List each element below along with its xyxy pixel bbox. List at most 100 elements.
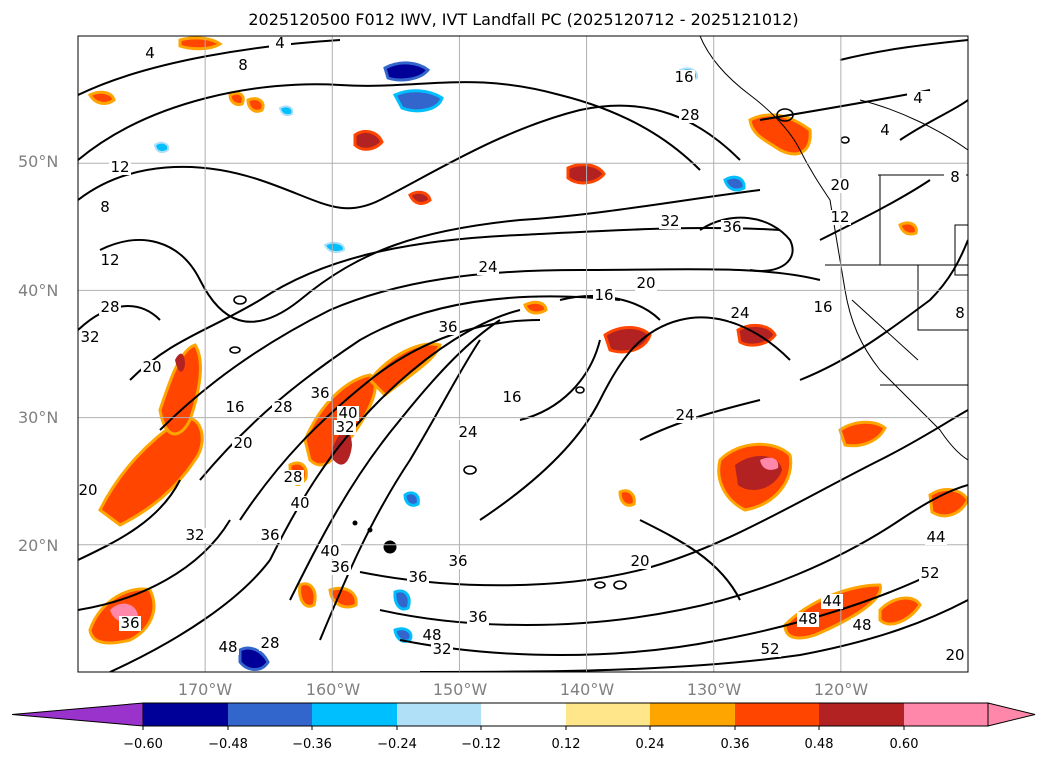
colorbar-tick-label: 0.60 bbox=[889, 737, 919, 752]
contour-label: 16 bbox=[813, 298, 832, 316]
contour-label: 12 bbox=[830, 208, 849, 226]
contour-label-bg bbox=[919, 566, 941, 581]
colorbar-tick-label: −0.48 bbox=[208, 737, 248, 752]
coastlines bbox=[352, 36, 968, 554]
negative-anomaly-regions bbox=[153, 61, 746, 671]
contour-label: 32 bbox=[80, 328, 99, 346]
contour-label: 36 bbox=[448, 552, 467, 570]
colorbar-bin bbox=[397, 703, 481, 726]
contour-label-bg bbox=[79, 330, 101, 345]
contour-label: 16 bbox=[225, 398, 244, 416]
positive-anomaly-regions bbox=[87, 36, 968, 645]
contour-label: 16 bbox=[594, 286, 613, 304]
contour-label-bg bbox=[635, 276, 657, 291]
contour-label: 28 bbox=[283, 468, 302, 486]
contour-label: 20 bbox=[630, 552, 649, 570]
contour-label-bg bbox=[797, 612, 819, 627]
contour-label-bg bbox=[334, 420, 356, 435]
lat-label-50n: 50°N bbox=[18, 152, 59, 171]
colorbar-extend-low bbox=[11, 702, 144, 727]
contour-label-bg bbox=[907, 91, 929, 106]
contour-label-bg bbox=[674, 408, 696, 423]
contour-label: 4 bbox=[913, 89, 923, 107]
contour-label-bg bbox=[729, 306, 751, 321]
contour-label: 48 bbox=[218, 638, 237, 656]
colorbar-tick-label: 0.48 bbox=[804, 737, 834, 752]
contour-label-bg bbox=[829, 210, 851, 225]
contour-label: 4 bbox=[880, 121, 890, 139]
colorbar-bin bbox=[228, 703, 312, 726]
lat-label-40n: 40°N bbox=[18, 281, 59, 300]
contour-label: 52 bbox=[760, 640, 779, 658]
contour-label-bg bbox=[259, 636, 281, 651]
colorbar-bin bbox=[650, 703, 735, 726]
contour-label: 24 bbox=[478, 258, 497, 276]
contour-label-bg bbox=[593, 288, 615, 303]
lon-label-120w: 120°W bbox=[813, 680, 869, 699]
contour-label: 4 bbox=[275, 34, 285, 52]
contour-label-bg bbox=[139, 46, 161, 61]
contour-label: 36 bbox=[260, 526, 279, 544]
contour-label-bg bbox=[329, 560, 351, 575]
contour-label: 16 bbox=[502, 388, 521, 406]
contour-label-bg bbox=[109, 160, 131, 175]
contour-label: 36 bbox=[408, 568, 427, 586]
contour-label-bg bbox=[184, 528, 206, 543]
contour-label-bg bbox=[78, 483, 99, 498]
contour-label-bg bbox=[141, 360, 163, 375]
contour-label: 8 bbox=[238, 56, 248, 74]
contour-label-bg bbox=[99, 300, 121, 315]
contour-label-bg bbox=[874, 123, 896, 138]
contour-label-bg bbox=[232, 58, 254, 73]
contour-label: 44 bbox=[822, 592, 841, 610]
plot-frame bbox=[77, 35, 969, 673]
contour-label: 24 bbox=[675, 406, 694, 424]
chart-title: 2025120500 F012 IWV, IVT Landfall PC (20… bbox=[248, 10, 799, 29]
contour-label-bg bbox=[759, 642, 781, 657]
contour-label-bg bbox=[224, 400, 246, 415]
colorbar bbox=[11, 702, 1036, 730]
lon-label-160w: 160°W bbox=[305, 680, 361, 699]
contour-label: 40 bbox=[320, 542, 339, 560]
contour-label-bg bbox=[232, 436, 254, 451]
colorbar-tick-label: 0.36 bbox=[720, 737, 750, 752]
colorbar-bin bbox=[481, 703, 566, 726]
colorbar-tick-label: −0.12 bbox=[461, 737, 501, 752]
contour-label: 36 bbox=[310, 384, 329, 402]
contour-label: 12 bbox=[100, 251, 119, 269]
contour-label: 28 bbox=[100, 298, 119, 316]
contour-label-bg bbox=[944, 648, 966, 663]
contour-label-bg bbox=[851, 618, 873, 633]
contour-label-bg bbox=[457, 425, 479, 440]
contour-label-bg bbox=[407, 570, 429, 585]
contour-label-bg bbox=[721, 220, 743, 235]
contour-label-bg bbox=[477, 260, 499, 275]
colorbar-bin bbox=[819, 703, 904, 726]
lon-label-150w: 150°W bbox=[432, 680, 488, 699]
contour-label-bg bbox=[629, 554, 651, 569]
contour-label: 32 bbox=[660, 212, 679, 230]
colorbar-tick-label: −0.24 bbox=[377, 737, 417, 752]
contour-label: 28 bbox=[273, 398, 292, 416]
colorbar-bin bbox=[566, 703, 650, 726]
contour-label: 48 bbox=[798, 610, 817, 628]
contour-label-bg bbox=[829, 178, 851, 193]
contour-label-bg bbox=[501, 390, 523, 405]
colorbar-tick-label: −0.60 bbox=[123, 737, 163, 752]
contour-label-bg bbox=[812, 300, 834, 315]
contour-label: 36 bbox=[722, 218, 741, 236]
contour-label: 32 bbox=[185, 526, 204, 544]
contour-label: 20 bbox=[945, 646, 964, 664]
contour-label-bg bbox=[289, 496, 311, 511]
contour-label: 12 bbox=[110, 158, 129, 176]
contour-label-bg bbox=[309, 386, 331, 401]
contour-label-bg bbox=[949, 306, 968, 321]
contour-label-bg bbox=[659, 214, 681, 229]
colorbar-bin bbox=[904, 703, 988, 726]
contour-label: 28 bbox=[260, 634, 279, 652]
contour-label-bg bbox=[673, 70, 695, 85]
colorbar-tick-label: −0.36 bbox=[292, 737, 332, 752]
contour-label: 20 bbox=[78, 481, 97, 499]
contour-label-bg bbox=[421, 628, 443, 643]
colorbar-bin bbox=[143, 703, 228, 726]
